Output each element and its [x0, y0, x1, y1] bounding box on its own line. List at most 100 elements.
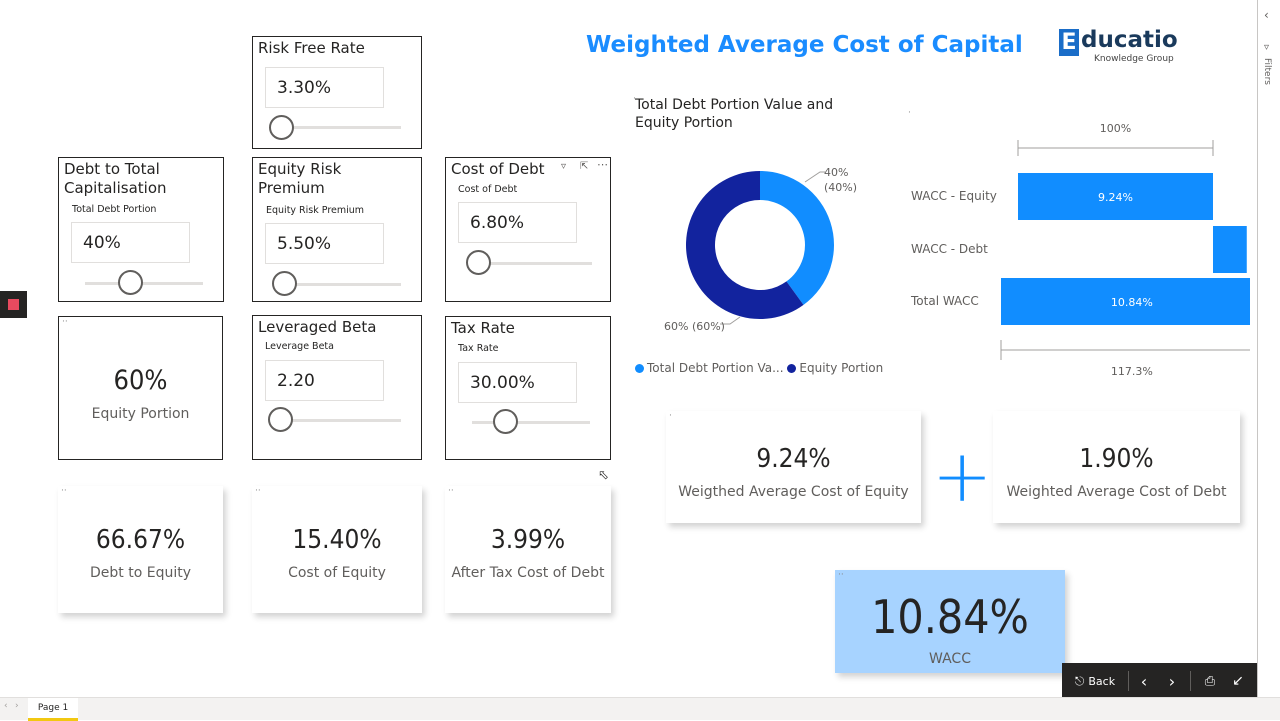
slicer-debt-to-total-capitalisation[interactable]: Debt to Total Capitalisation Total Debt … — [58, 157, 224, 302]
card-wacc: ‧‧ 10.84% WACC — [835, 570, 1065, 673]
legend-item-equity[interactable]: Equity Portion — [787, 361, 883, 375]
tab-page-1[interactable]: Page 1 — [28, 698, 78, 721]
legend-label: Equity Portion — [799, 361, 884, 375]
slicer-subtitle: Equity Risk Premium — [266, 205, 365, 216]
filters-label: Filters — [1262, 58, 1272, 85]
slider-track[interactable] — [279, 126, 401, 129]
data-label: (40%) — [824, 181, 857, 194]
slicer-title: Risk Free Rate — [258, 39, 365, 57]
next-page-button[interactable]: › — [1162, 663, 1182, 699]
loading-icon: ‧ — [669, 411, 672, 421]
slider-track[interactable] — [472, 262, 592, 265]
category-label: Total WACC — [910, 294, 979, 308]
waterfall-bar[interactable] — [1001, 278, 1250, 325]
wacd-value: 1.90% — [1079, 444, 1154, 474]
cost-of-equity-value: 15.40% — [292, 525, 382, 555]
card-after-tax-cost-of-debt: ‧‧ 3.99% After Tax Cost of Debt — [445, 486, 611, 613]
chevron-left-icon[interactable]: ‹ — [4, 701, 8, 711]
focus-mode-icon[interactable]: ⇱ — [580, 161, 589, 172]
cost-of-debt-value-input[interactable]: 6.80% — [458, 202, 577, 243]
tax-rate-value-input[interactable]: 30.00% — [458, 362, 577, 403]
equity-risk-value-input[interactable]: 5.50% — [265, 223, 384, 264]
donut-chart-title: Total Debt Portion Value and Equity Port… — [635, 97, 834, 131]
card-weighted-avg-cost-equity: ‧ 9.24% Weigthed Average Cost of Equity — [666, 411, 921, 523]
slicer-tax-rate[interactable]: Tax Rate Tax Rate 30.00% — [445, 316, 611, 460]
donut-slice[interactable] — [686, 171, 804, 319]
equity-portion-label: Equity Portion — [91, 406, 190, 422]
loading-icon: ‧‧ — [838, 570, 844, 580]
after-tax-debt-label: After Tax Cost of Debt — [451, 565, 605, 581]
nav-divider — [1190, 671, 1191, 691]
chevron-right-icon[interactable]: › — [15, 701, 19, 711]
slider-track[interactable] — [279, 419, 401, 422]
waterfall-bar[interactable] — [1213, 226, 1247, 273]
record-button[interactable] — [0, 291, 27, 318]
slider-track[interactable] — [85, 282, 203, 285]
waterfall-bar[interactable] — [1018, 173, 1213, 220]
wacc-value: 10.84% — [871, 590, 1029, 644]
more-options-icon[interactable]: ⋯ — [597, 158, 608, 171]
slicer-title: Tax Rate — [451, 319, 515, 337]
chevron-right-icon: › — [1168, 671, 1176, 691]
print-icon: ⎙ — [1204, 673, 1216, 689]
slicer-title: Equity Risk Premium — [258, 160, 342, 197]
debt-portion-value-input[interactable]: 40% — [71, 222, 190, 263]
slicer-subtitle: Leverage Beta — [265, 341, 334, 352]
slicer-subtitle: Total Debt Portion — [72, 204, 157, 215]
filter-icon[interactable]: ▿ — [561, 161, 567, 172]
slider-handle[interactable] — [118, 270, 143, 295]
back-label: Back — [1088, 674, 1116, 688]
slicer-title: Debt to Total Capitalisation — [64, 160, 167, 197]
slicer-cost-of-debt[interactable]: Cost of Debt ▿ ⇱ ⋯ Cost of Debt 6.80% — [445, 157, 611, 302]
wacc-label: WACC — [929, 651, 971, 667]
loading-icon: ‧‧ — [62, 317, 68, 327]
slicer-title: Cost of Debt — [451, 160, 545, 178]
slider-handle[interactable] — [466, 250, 491, 275]
back-button[interactable]: ⎋ Back — [1070, 663, 1120, 699]
page-tab-bar: ‹ › Page 1 — [0, 697, 1280, 721]
debt-to-equity-label: Debt to Equity — [90, 565, 191, 581]
data-label: 9.24% — [1098, 191, 1133, 204]
slider-handle[interactable] — [493, 409, 518, 434]
cost-of-equity-label: Cost of Equity — [288, 565, 386, 581]
loading-icon: ‧ — [908, 108, 911, 118]
card-weighted-avg-cost-debt: 1.90% Weighted Average Cost of Debt — [993, 411, 1240, 523]
previous-page-button[interactable]: ‹ — [1134, 663, 1154, 699]
equity-portion-value: 60% — [113, 365, 168, 396]
debt-to-equity-value: 66.67% — [95, 525, 186, 555]
card-equity-portion: ‧‧ 60% Equity Portion — [58, 316, 223, 460]
nav-divider — [1128, 671, 1129, 691]
slicer-leveraged-beta[interactable]: Leveraged Beta Leverage Beta 2.20 — [252, 315, 422, 460]
logo-mark: E — [1059, 29, 1079, 56]
chevron-left-icon[interactable]: ‹ — [1264, 8, 1269, 22]
print-button[interactable]: ⎙ — [1200, 663, 1220, 699]
legend-item-debt[interactable]: Total Debt Portion Va... — [635, 361, 784, 375]
donut-slice[interactable] — [760, 171, 834, 305]
record-icon — [8, 299, 19, 310]
category-label: WACC - Debt — [911, 242, 988, 256]
legend-label: Total Debt Portion Va... — [647, 361, 784, 375]
donut-chart[interactable]: ‧ Total Debt Portion Value and Equity Po… — [630, 92, 900, 392]
exit-fullscreen-button[interactable]: ↙ — [1228, 663, 1248, 699]
slider-handle[interactable] — [269, 115, 294, 140]
slider-handle[interactable] — [272, 271, 297, 296]
wace-label: Weigthed Average Cost of Equity — [678, 484, 909, 500]
slider-handle[interactable] — [268, 407, 293, 432]
axis-label-top: 100% — [1100, 122, 1131, 135]
leveraged-beta-value-input[interactable]: 2.20 — [265, 360, 384, 401]
slicer-equity-risk-premium[interactable]: Equity Risk Premium Equity Risk Premium … — [252, 157, 422, 302]
slicer-risk-free-rate[interactable]: Risk Free Rate 3.30% — [252, 36, 422, 149]
filters-pane-collapsed[interactable]: ‹ ▿ Filters — [1257, 0, 1280, 700]
slider-track[interactable] — [279, 283, 401, 286]
plus-icon: + — [932, 434, 993, 518]
wace-value: 9.24% — [756, 444, 831, 474]
legend-dot-icon — [787, 364, 797, 373]
loading-icon: ‧ — [633, 94, 636, 104]
risk-free-value-input[interactable]: 3.30% — [265, 67, 384, 108]
slider-track[interactable] — [472, 421, 590, 424]
chevron-left-icon: ‹ — [1140, 671, 1148, 691]
after-tax-debt-value: 3.99% — [490, 525, 566, 555]
card-debt-to-equity: ‧‧ 66.67% Debt to Equity — [58, 486, 223, 613]
